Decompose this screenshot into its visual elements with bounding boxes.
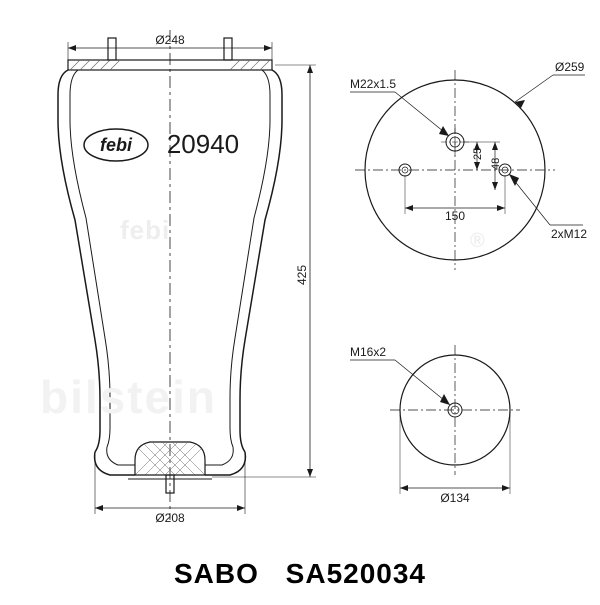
part-number: SA520034 bbox=[286, 558, 426, 590]
top-dia-label: Ø248 bbox=[155, 33, 185, 47]
footer: SABO SA520034 bbox=[0, 558, 600, 590]
pitch-label: 150 bbox=[445, 209, 465, 223]
height-label: 425 bbox=[295, 265, 309, 285]
top-view: Ø259 M22x1.5 2xM12 150 25 bbox=[350, 60, 587, 270]
logo-number: 20940 bbox=[167, 129, 239, 159]
m16-label: M16x2 bbox=[350, 345, 386, 359]
side-view: Ø248 bbox=[58, 30, 316, 525]
top-dia: Ø259 bbox=[555, 60, 585, 74]
drawing-svg: Ø248 bbox=[0, 0, 600, 600]
bottom-view: M16x2 Ø134 bbox=[350, 345, 520, 505]
technical-drawing: febi ® bilstein bbox=[0, 0, 600, 600]
offset2: 48 bbox=[490, 158, 502, 170]
m22-label: M22x1.5 bbox=[350, 77, 396, 91]
brand-name: SABO bbox=[174, 558, 259, 590]
m12-label: 2xM12 bbox=[551, 227, 587, 241]
febi-logo: febi 20940 bbox=[84, 129, 239, 161]
svg-text:febi: febi bbox=[100, 135, 133, 155]
bottom-view-dia: Ø134 bbox=[440, 491, 470, 505]
bottom-dia-label: Ø208 bbox=[155, 511, 185, 525]
offset1: 25 bbox=[472, 148, 484, 160]
